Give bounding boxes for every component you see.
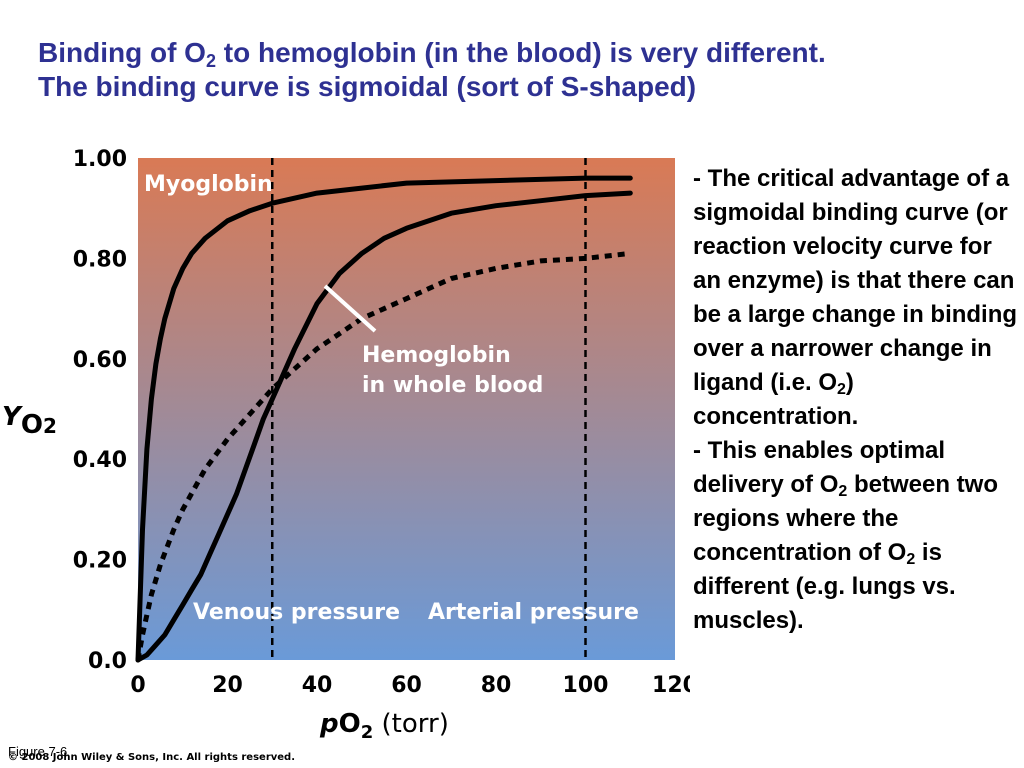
y-tick-label-3: 0.60 <box>73 348 127 373</box>
x-axis-label: pO2 (torr) <box>319 709 449 740</box>
copyright-notice: © 2008 John Wiley & Sons, Inc. All right… <box>8 752 296 763</box>
title-line-2: The binding curve is sigmoidal (sort of … <box>38 71 697 102</box>
hemoglobin-label-line-2: in whole blood <box>362 373 543 398</box>
x-tick-label-1: 20 <box>212 673 243 698</box>
hemoglobin-pointer <box>323 284 377 333</box>
figure-label: Figure 7-6 <box>8 744 68 759</box>
x-tick-label-5: 100 <box>563 673 609 698</box>
explanation-text: - The critical advantage of a sigmoidal … <box>693 162 1023 638</box>
y-tick-label-1: 0.20 <box>73 549 127 574</box>
series-line-2 <box>135 250 631 661</box>
y-tick-label-5: 1.00 <box>73 147 127 172</box>
x-tick-label-2: 40 <box>302 673 333 698</box>
hemoglobin-label-line-1: Hemoglobin <box>362 343 511 368</box>
binding-curve-chart: 0 20 40 60 80 100 120 0.0 0.20 0.40 0.60 0.80 1.00 M… <box>2 147 690 740</box>
title-line-1: Binding of O2 to hemoglobin (in the bloo… <box>38 37 826 71</box>
series-line-0 <box>135 175 633 663</box>
x-tick-label-3: 60 <box>391 673 422 698</box>
y-tick-label-4: 0.80 <box>73 247 127 272</box>
explanation-paragraph-2: - This enables optimal delivery of O2 be… <box>693 437 998 634</box>
plot-area <box>138 158 675 660</box>
x-tick-label-6: 120 <box>652 673 690 698</box>
y-tick-label-2: 0.40 <box>73 448 127 473</box>
myoglobin-label: Myoglobin <box>144 172 273 197</box>
explanation-paragraph-1: - The critical advantage of a sigmoidal … <box>693 165 1018 430</box>
x-tick-label-0: 0 <box>130 673 145 698</box>
slide-title: Binding of O2 to hemoglobin (in the bloo… <box>38 36 1018 104</box>
y-tick-label-0: 0.0 <box>88 649 127 674</box>
x-tick-label-4: 80 <box>481 673 512 698</box>
series-line-1 <box>135 190 633 663</box>
arterial-pressure-label: Arterial pressure <box>428 600 639 625</box>
y-axis-label: YO2 <box>2 402 57 440</box>
axis-ticks: 0 20 40 60 80 100 120 0.0 0.20 0.40 0.60 0.80 1.00 <box>73 147 690 698</box>
series-layer <box>135 175 633 663</box>
venous-pressure-label: Venous pressure <box>193 600 400 625</box>
